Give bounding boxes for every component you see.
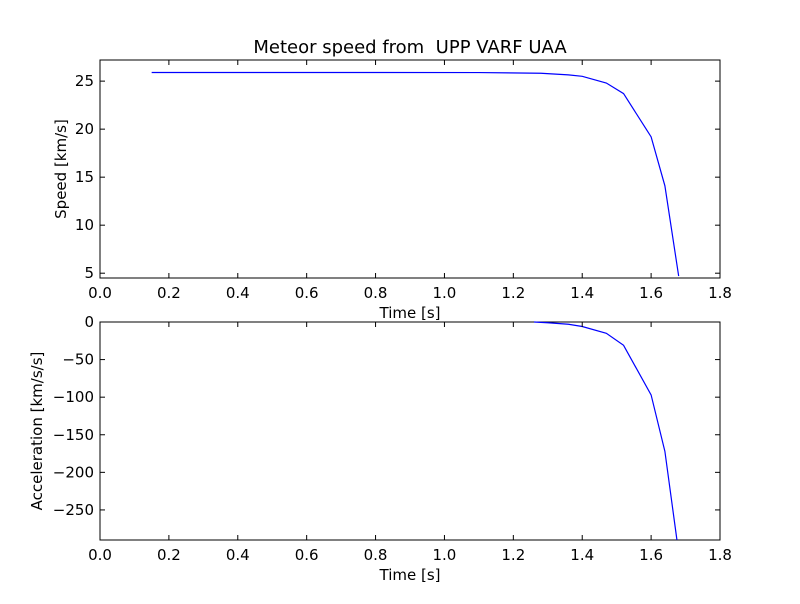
speed-y-tick-label: 15: [75, 168, 94, 186]
speed-x-axis-label: Time [s]: [379, 304, 441, 322]
speed-x-tick-label: 0.6: [295, 284, 319, 302]
speed-x-tick-label: 1.4: [570, 284, 594, 302]
speed-x-tick-label: 1.2: [501, 284, 525, 302]
accel-x-tick-label: 1.0: [433, 546, 457, 564]
speed-axes-frame: [99, 59, 721, 279]
accel-y-tick-label: 0: [84, 313, 94, 331]
accel-x-tick-label: 1.4: [570, 546, 594, 564]
speed-y-tick-label: 20: [75, 120, 94, 138]
speed-y-axis-label: Speed [km/s]: [52, 119, 70, 219]
accel-y-tick-label: −200: [53, 463, 94, 481]
accel-x-tick-label: 0.6: [295, 546, 319, 564]
speed-x-tick-label: 0.8: [364, 284, 388, 302]
speed-x-tick-label: 1.8: [708, 284, 732, 302]
accel-x-tick-label: 0.4: [226, 546, 250, 564]
accel-y-tick-label: −100: [53, 388, 94, 406]
accel-x-tick-label: 0.0: [88, 546, 112, 564]
speed-x-tick-label: 0.2: [157, 284, 181, 302]
speed-x-tick-label: 0.0: [88, 284, 112, 302]
accel-y-tick-label: −150: [53, 426, 94, 444]
speed-x-tick-label: 0.4: [226, 284, 250, 302]
speed-x-tick-label: 1.0: [433, 284, 457, 302]
accel-x-axis-label: Time [s]: [379, 566, 441, 584]
accel-x-tick-label: 0.2: [157, 546, 181, 564]
accel-x-tick-label: 1.8: [708, 546, 732, 564]
speed-y-tick-label: 25: [75, 72, 94, 90]
accel-x-tick-label: 1.6: [639, 546, 663, 564]
accel-x-tick-label: 0.8: [364, 546, 388, 564]
accel-x-tick-label: 1.2: [501, 546, 525, 564]
accel-series-line-0: [533, 321, 678, 541]
speed-y-tick-label: 5: [84, 264, 94, 282]
speed-y-tick-label: 10: [75, 216, 94, 234]
speed-series-line-0: [151, 71, 680, 277]
accel-y-axis-label: Acceleration [km/s/s]: [28, 352, 46, 511]
accel-axes-frame: [99, 321, 721, 541]
speed-chart-title: Meteor speed from UPP VARF UAA: [253, 37, 567, 58]
speed-x-tick-label: 1.6: [639, 284, 663, 302]
accel-y-tick-label: −50: [62, 351, 94, 369]
accel-y-tick-label: −250: [53, 501, 94, 519]
